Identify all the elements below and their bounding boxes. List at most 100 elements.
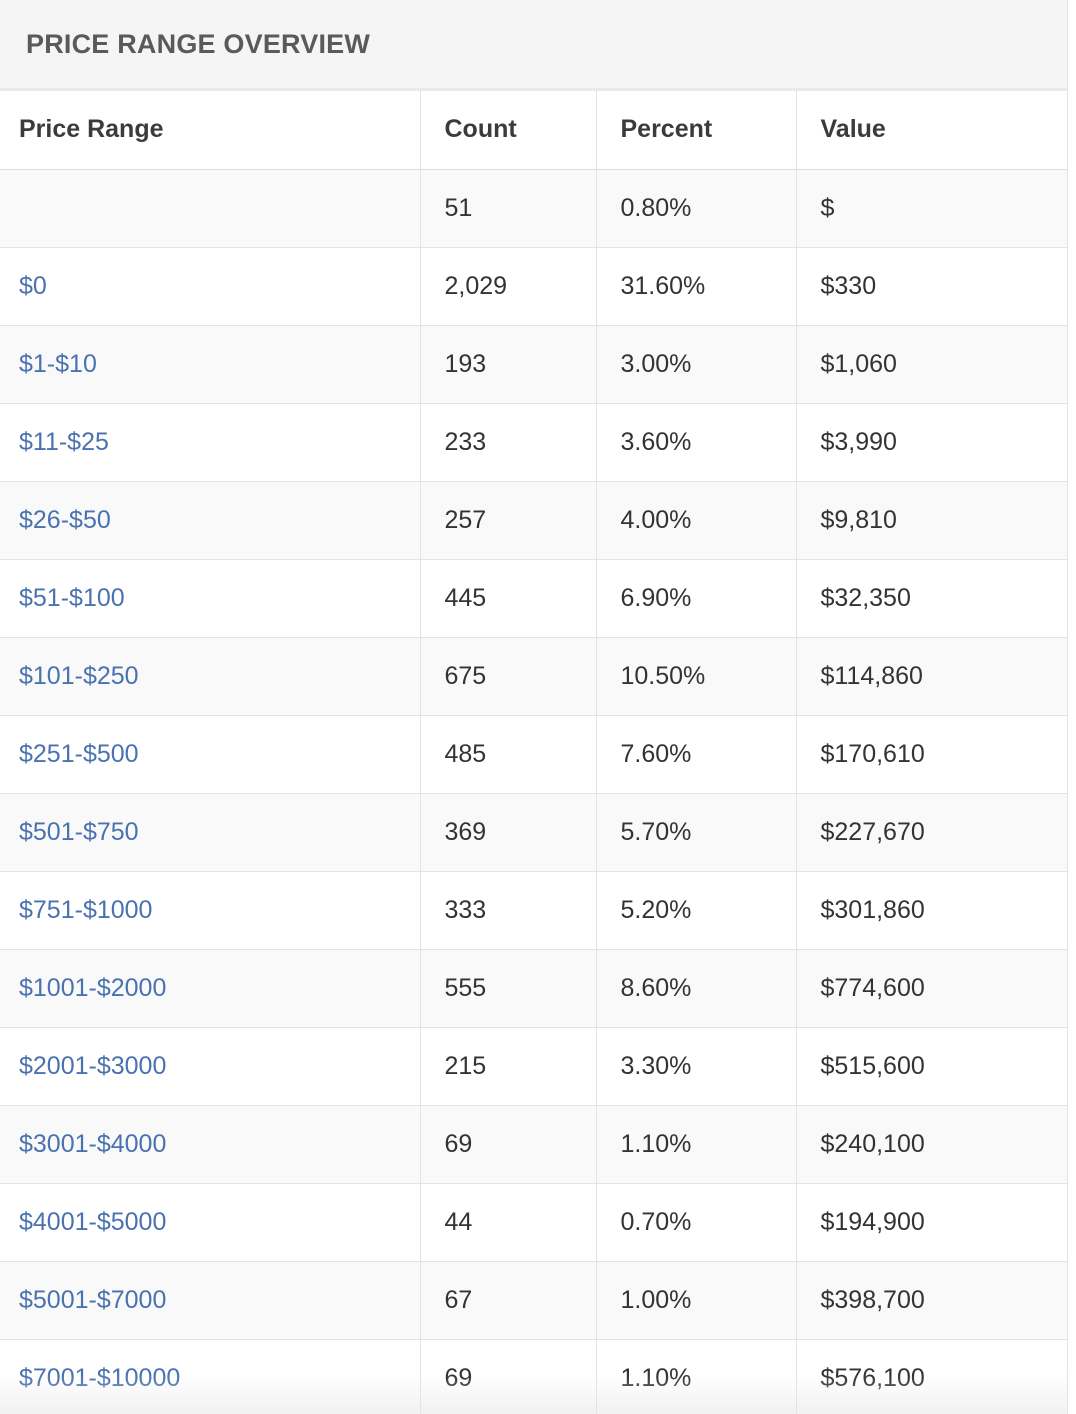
count-cell: 675 [420, 637, 597, 716]
price-range-link[interactable]: $101-$250 [19, 661, 139, 690]
price-range-link[interactable]: $3001-$4000 [19, 1129, 167, 1158]
count-cell: 69 [420, 1105, 597, 1184]
value-cell: $3,990 [796, 403, 1067, 482]
price-range-link[interactable]: $5001-$7000 [19, 1285, 167, 1314]
value-cell: $9,810 [796, 481, 1067, 560]
header-row: Price Range Count Percent Value [0, 91, 1067, 170]
value-cell: $774,600 [796, 949, 1067, 1028]
table-row: $101-$250 675 10.50% $114,860 [0, 637, 1067, 716]
count-cell: 233 [420, 403, 597, 482]
percent-cell: 5.70% [596, 793, 797, 872]
percent-cell: 31.60% [596, 247, 797, 326]
price-range-link[interactable]: $4001-$5000 [19, 1207, 167, 1236]
price-range-link[interactable]: $0 [19, 271, 47, 300]
count-cell: 44 [420, 1183, 597, 1262]
price-range-cell: $3001-$4000 [0, 1105, 421, 1184]
price-range-link[interactable]: $26-$50 [19, 505, 111, 534]
percent-cell: 1.10% [596, 1105, 797, 1184]
value-cell: $170,610 [796, 715, 1067, 794]
table-row: $2001-$3000 215 3.30% $515,600 [0, 1027, 1067, 1106]
column-header-count: Count [420, 91, 597, 170]
value-cell: $330 [796, 247, 1067, 326]
percent-cell: 4.00% [596, 481, 797, 560]
table-row: $3001-$4000 69 1.10% $240,100 [0, 1105, 1067, 1184]
value-cell: $301,860 [796, 871, 1067, 950]
price-range-cell: $101-$250 [0, 637, 421, 716]
count-cell: 215 [420, 1027, 597, 1106]
count-cell: 69 [420, 1339, 597, 1414]
value-cell: $240,100 [796, 1105, 1067, 1184]
panel-heading: PRICE RANGE OVERVIEW [0, 0, 1067, 91]
table-row: $501-$750 369 5.70% $227,670 [0, 793, 1067, 872]
column-header-percent: Percent [596, 91, 797, 170]
price-range-link[interactable]: $251-$500 [19, 739, 139, 768]
table-row: $7001-$10000 69 1.10% $576,100 [0, 1339, 1067, 1414]
value-cell: $114,860 [796, 637, 1067, 716]
price-range-cell: $5001-$7000 [0, 1261, 421, 1340]
count-cell: 193 [420, 325, 597, 404]
price-range-link[interactable]: $751-$1000 [19, 895, 153, 924]
count-cell: 2,029 [420, 247, 597, 326]
percent-cell: 3.00% [596, 325, 797, 404]
table-row: $0 2,029 31.60% $330 [0, 247, 1067, 326]
table-row: $51-$100 445 6.90% $32,350 [0, 559, 1067, 638]
price-range-cell: $7001-$10000 [0, 1339, 421, 1414]
price-range-cell: $4001-$5000 [0, 1183, 421, 1262]
percent-cell: 0.80% [596, 169, 797, 248]
price-range-cell: $251-$500 [0, 715, 421, 794]
value-cell: $515,600 [796, 1027, 1067, 1106]
price-range-table: Price Range Count Percent Value 51 0.80% $… [0, 91, 1067, 1414]
price-range-cell: $51-$100 [0, 559, 421, 638]
table-body: 51 0.80% $ $0 2,029 31.60% $330 $1-$10 193 3.00% $… [0, 169, 1067, 1414]
price-range-cell: $2001-$3000 [0, 1027, 421, 1106]
price-range-cell: $501-$750 [0, 793, 421, 872]
percent-cell: 6.90% [596, 559, 797, 638]
value-cell: $227,670 [796, 793, 1067, 872]
value-cell: $194,900 [796, 1183, 1067, 1262]
count-cell: 445 [420, 559, 597, 638]
value-cell: $398,700 [796, 1261, 1067, 1340]
price-range-cell: $751-$1000 [0, 871, 421, 950]
price-range-link[interactable]: $501-$750 [19, 817, 139, 846]
panel-title: PRICE RANGE OVERVIEW [26, 28, 371, 59]
table-row: $26-$50 257 4.00% $9,810 [0, 481, 1067, 560]
value-cell: $576,100 [796, 1339, 1067, 1414]
table-header: Price Range Count Percent Value [0, 91, 1067, 170]
table-row: 51 0.80% $ [0, 169, 1067, 248]
percent-cell: 1.10% [596, 1339, 797, 1414]
percent-cell: 3.30% [596, 1027, 797, 1106]
table-row: $1-$10 193 3.00% $1,060 [0, 325, 1067, 404]
count-cell: 67 [420, 1261, 597, 1340]
table-row: $4001-$5000 44 0.70% $194,900 [0, 1183, 1067, 1262]
percent-cell: 5.20% [596, 871, 797, 950]
percent-cell: 8.60% [596, 949, 797, 1028]
count-cell: 485 [420, 715, 597, 794]
table-row: $5001-$7000 67 1.00% $398,700 [0, 1261, 1067, 1340]
table-row: $11-$25 233 3.60% $3,990 [0, 403, 1067, 482]
price-range-link[interactable]: $1001-$2000 [19, 973, 167, 1002]
column-header-price-range: Price Range [0, 91, 421, 170]
count-cell: 333 [420, 871, 597, 950]
value-cell: $32,350 [796, 559, 1067, 638]
column-header-value: Value [796, 91, 1067, 170]
table-row: $251-$500 485 7.60% $170,610 [0, 715, 1067, 794]
price-range-link[interactable]: $2001-$3000 [19, 1051, 167, 1080]
price-range-link[interactable]: $51-$100 [19, 583, 125, 612]
price-range-link[interactable]: $1-$10 [19, 349, 97, 378]
price-range-cell: $11-$25 [0, 403, 421, 482]
price-range-cell: $1001-$2000 [0, 949, 421, 1028]
percent-cell: 0.70% [596, 1183, 797, 1262]
value-cell: $1,060 [796, 325, 1067, 404]
price-range-cell [0, 169, 421, 248]
count-cell: 555 [420, 949, 597, 1028]
price-range-link[interactable]: $7001-$10000 [19, 1363, 181, 1392]
percent-cell: 3.60% [596, 403, 797, 482]
count-cell: 51 [420, 169, 597, 248]
price-range-cell: $1-$10 [0, 325, 421, 404]
count-cell: 257 [420, 481, 597, 560]
count-cell: 369 [420, 793, 597, 872]
table-row: $751-$1000 333 5.20% $301,860 [0, 871, 1067, 950]
price-range-link[interactable]: $11-$25 [19, 427, 109, 456]
table-row: $1001-$2000 555 8.60% $774,600 [0, 949, 1067, 1028]
